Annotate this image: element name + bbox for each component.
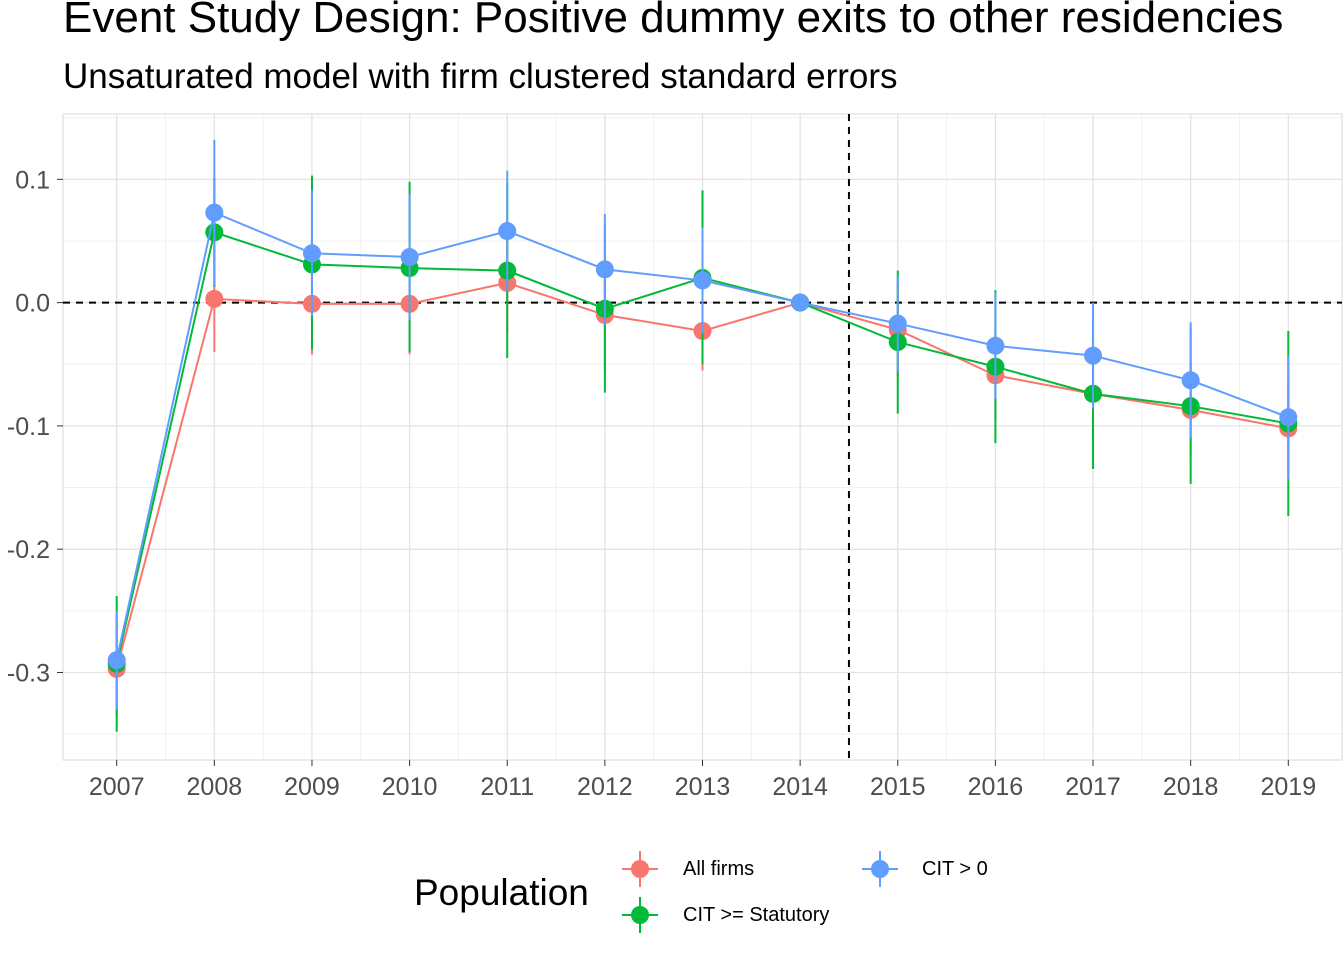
- legend-key-point: [631, 860, 649, 878]
- data-point: [1084, 346, 1103, 365]
- data-point: [595, 260, 614, 279]
- legend-label-cit-statutory: CIT >= Statutory: [683, 904, 830, 926]
- x-tick-label: 2009: [284, 773, 340, 801]
- data-point: [791, 293, 810, 312]
- x-tick-label: 2010: [382, 773, 438, 801]
- x-axis: 2007 2008 2009 2010 2011 2012 2013 2014 2015 2016…: [89, 760, 1316, 801]
- x-tick-label: 2011: [480, 773, 534, 801]
- data-point: [693, 271, 712, 290]
- x-tick-label: 2008: [187, 773, 243, 801]
- data-point: [986, 336, 1005, 355]
- x-tick-label: 2018: [1163, 773, 1219, 801]
- legend-keys: [622, 851, 898, 933]
- y-axis: 0.1 0.0 -0.1 -0.2 -0.3: [7, 166, 63, 687]
- x-tick-label: 2016: [968, 773, 1024, 801]
- legend-key-0: [622, 851, 658, 887]
- y-tick-label: -0.3: [7, 659, 50, 687]
- legend-label-all-firms: All firms: [683, 858, 755, 880]
- x-tick-label: 2007: [89, 773, 145, 801]
- legend-label-cit-positive: CIT > 0: [922, 858, 988, 880]
- legend-key-point: [871, 860, 889, 878]
- data-point: [1279, 408, 1298, 427]
- series-2: [107, 139, 1298, 710]
- x-tick-label: 2017: [1065, 773, 1121, 801]
- x-tick-label: 2015: [870, 773, 926, 801]
- legend-key-1: [622, 897, 658, 933]
- data-point: [498, 222, 517, 241]
- y-tick-label: -0.1: [7, 413, 50, 441]
- x-tick-label: 2019: [1260, 773, 1316, 801]
- data-point: [107, 651, 126, 670]
- data-point: [400, 248, 419, 267]
- data-point: [888, 314, 907, 333]
- x-tick-label: 2014: [772, 773, 828, 801]
- y-tick-label: -0.2: [7, 536, 50, 564]
- y-tick-label: 0.0: [15, 290, 50, 318]
- legend-title: Population: [414, 872, 589, 913]
- data-point: [205, 203, 224, 222]
- x-tick-label: 2012: [577, 773, 633, 801]
- chart-title: Event Study Design: Positive dummy exits…: [63, 0, 1284, 42]
- data-point: [205, 289, 224, 308]
- chart-subtitle: Unsaturated model with firm clustered st…: [63, 57, 898, 96]
- x-tick-label: 2013: [675, 773, 731, 801]
- y-tick-label: 0.1: [15, 166, 50, 194]
- data-point: [302, 244, 321, 263]
- legend-key-point: [631, 906, 649, 924]
- legend-key-2: [862, 851, 898, 887]
- data-point: [1181, 371, 1200, 390]
- series-layer: [107, 139, 1298, 732]
